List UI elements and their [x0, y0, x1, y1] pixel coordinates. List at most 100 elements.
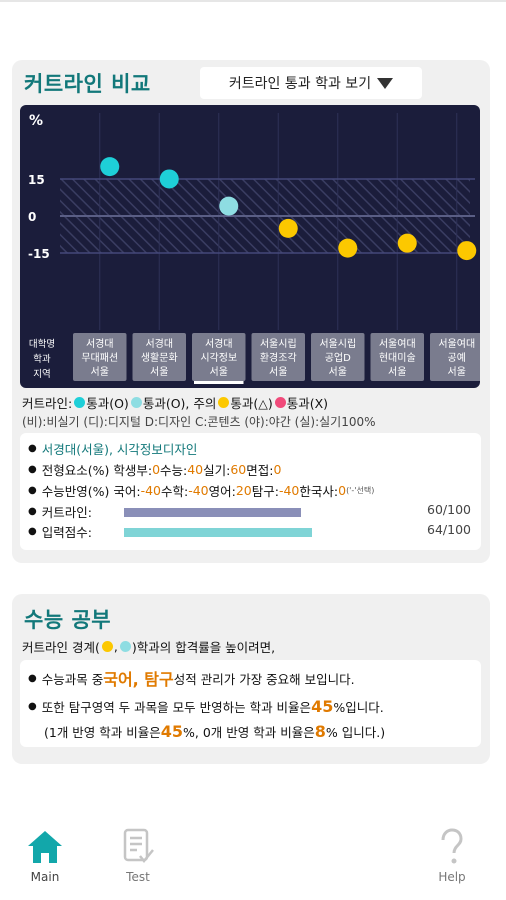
- category-label: 서울여대: [438, 338, 475, 350]
- category-tab: [430, 333, 480, 381]
- cutline-bar: [124, 508, 301, 517]
- data-point: [397, 233, 417, 253]
- data-point: [278, 218, 298, 238]
- category-label: 서경대: [205, 337, 233, 350]
- suneung-weights-row: ● 수능반영(%) 국어: -40 수학: -40 영어: 20 탐구: -40 한국사:…: [28, 481, 374, 499]
- info-label: 실기:: [203, 462, 231, 478]
- category-label: 무대패션: [81, 352, 118, 364]
- category-label: 서울시립: [260, 337, 297, 350]
- question-icon: [441, 828, 463, 864]
- category-tab: [370, 333, 424, 381]
- info-label: 수능:: [160, 462, 188, 478]
- dropdown-label: 커트라인 통과 학과 보기: [228, 76, 372, 92]
- category-label: 서울시립: [319, 337, 356, 350]
- input-score-value: 64/100: [427, 522, 471, 537]
- nav-test-label: Test: [126, 870, 150, 884]
- category-label: 환경조각: [260, 351, 297, 364]
- tip1-text: 수능과목 중: [41, 671, 104, 687]
- tip2-text: 또한 탐구영역 두 과목을 모두 반영하는 학과 비율은: [41, 699, 312, 715]
- bullet-icon: ●: [28, 484, 37, 496]
- legend-dot-pass-caution: [130, 397, 142, 408]
- tip-inquiry-detail: (1개 반영 학과 비율은 45 %, 0개 반영 학과 비율은 8 % 입니다…: [44, 720, 385, 742]
- category-tab: [73, 333, 127, 381]
- y-axis-label: %: [29, 113, 43, 129]
- tip1-text-end: 성적 관리가 가장 중요해 보입니다.: [173, 671, 355, 687]
- tip2-text-end: %입니다.: [333, 699, 384, 715]
- selected-department-name: 서경대(서울), 시각정보디자인: [41, 441, 198, 457]
- region-header-label: 지역: [33, 369, 50, 380]
- input-score-bar: [124, 528, 312, 537]
- tip2-highlight: 45: [311, 696, 334, 716]
- nav-help-button[interactable]: Help: [434, 828, 470, 884]
- tip-inquiry-ratio: ● 또한 탐구영역 두 과목을 모두 반영하는 학과 비율은 45 %입니다.: [28, 695, 384, 717]
- info-value: -40: [140, 482, 161, 498]
- input-score-row: ● 입력점수:: [28, 522, 92, 540]
- tip3-highlight-b: 8: [314, 721, 326, 741]
- select-note: ('-'선택): [346, 485, 375, 495]
- study-intro-after: )학과의 합격률을 높이려면,: [131, 640, 276, 655]
- category-label: 공업D: [325, 351, 351, 364]
- info-value: -40: [188, 482, 209, 498]
- legend-dot-borderline: [218, 397, 230, 408]
- legend-item-pass: 통과(O): [86, 396, 129, 411]
- cutline-value: 60/100: [427, 502, 471, 517]
- admission-factors-row: ● 전형요소(%) 학생부: 0 수능: 40 실기: 60 면접: 0: [28, 460, 281, 478]
- study-intro-before: 커트라인 경계(: [22, 640, 100, 655]
- passed-departments-dropdown[interactable]: 커트라인 통과 학과 보기: [200, 67, 422, 99]
- info-value: 60: [230, 461, 247, 477]
- tip3-text-b: %, 0개 반영 학과 비율은: [183, 724, 315, 740]
- data-point: [159, 169, 179, 189]
- tip-core-subjects: ● 수능과목 중 국어, 탐구 성적 관리가 가장 중요해 보입니다.: [28, 667, 355, 689]
- info-label: 한국사:: [299, 483, 339, 499]
- nav-help-label: Help: [438, 870, 466, 884]
- info-value: 20: [235, 482, 252, 498]
- region-header-label: 학과: [33, 354, 51, 365]
- bullet-icon: ●: [28, 525, 37, 537]
- category-label: 시각정보: [200, 352, 237, 364]
- study-card: 수능 공부 커트라인 경계( , )학과의 합격률을 높이려면, ● 수능과목 …: [12, 594, 490, 764]
- info-label: 면접:: [246, 462, 274, 478]
- y-tick-label: 0: [28, 210, 36, 224]
- bullet-icon: ●: [28, 442, 37, 454]
- data-point: [219, 196, 239, 216]
- category-label: 서울: [448, 366, 466, 378]
- info-value: 40: [187, 461, 204, 477]
- data-point: [457, 241, 477, 261]
- input-score-label: 입력점수:: [41, 524, 92, 540]
- study-intro: 커트라인 경계( , )학과의 합격률을 높이려면,: [22, 639, 276, 655]
- bullet-icon: ●: [28, 505, 37, 517]
- legend-dot-fail: [274, 397, 286, 408]
- nav-main-button[interactable]: Main: [26, 828, 64, 884]
- category-label: 서경대: [145, 337, 173, 350]
- info-value: 0: [152, 461, 161, 477]
- top-divider: [0, 0, 506, 2]
- tip3-text-a: (1개 반영 학과 비율은: [44, 724, 161, 740]
- tip3-highlight-a: 45: [160, 721, 184, 741]
- intro-dot-borderline: [101, 641, 113, 652]
- study-tips: ● 수능과목 중 국어, 탐구 성적 관리가 가장 중요해 보입니다. ● 또한…: [20, 660, 481, 747]
- nav-test-button[interactable]: Test: [120, 828, 156, 884]
- category-label: 생활문화: [141, 351, 178, 364]
- category-tab: [132, 333, 186, 381]
- category-label: 서울: [269, 366, 287, 378]
- tip3-text-c: % 입니다.): [325, 724, 386, 740]
- bullet-icon: ●: [28, 700, 37, 712]
- triangle-down-icon: [377, 77, 394, 89]
- info-value: 0: [338, 482, 347, 498]
- legend-prefix: 커트라인:: [22, 396, 73, 411]
- category-label: 서울: [150, 366, 168, 378]
- info-label: 수학:: [160, 483, 189, 499]
- bullet-icon: ●: [28, 672, 37, 684]
- category-tab: [192, 333, 246, 381]
- cutline-comparison-card: 커트라인 비교 커트라인 통과 학과 보기 % 15 0 -15 대학명 학과 지역 서경대 무…: [12, 60, 490, 563]
- selected-department-row: ● 서경대(서울), 시각정보디자인: [28, 439, 197, 457]
- cutline-chart[interactable]: % 15 0 -15 대학명 학과 지역 서경대 무대패션 서울 서경대 생활문화 서울 서경대 시각정보 서…: [20, 105, 480, 388]
- cutline-chart-svg: %150-15대학명학과지역서경대무대패션서울서경대생활문화서울서경대시각정보서…: [28, 113, 480, 384]
- category-label: 서울여대: [379, 338, 416, 350]
- y-tick-label: 15: [28, 173, 45, 187]
- category-label: 서울: [210, 366, 228, 378]
- y-tick-label: -15: [28, 247, 50, 261]
- legend-item-pass-caution: 통과(O), 주의: [142, 396, 217, 411]
- selected-department-info: ● 서경대(서울), 시각정보디자인 ● 전형요소(%) 학생부: 0 수능: 40 …: [20, 433, 481, 550]
- info-line-label: 전형요소(%) 학생부:: [41, 462, 153, 478]
